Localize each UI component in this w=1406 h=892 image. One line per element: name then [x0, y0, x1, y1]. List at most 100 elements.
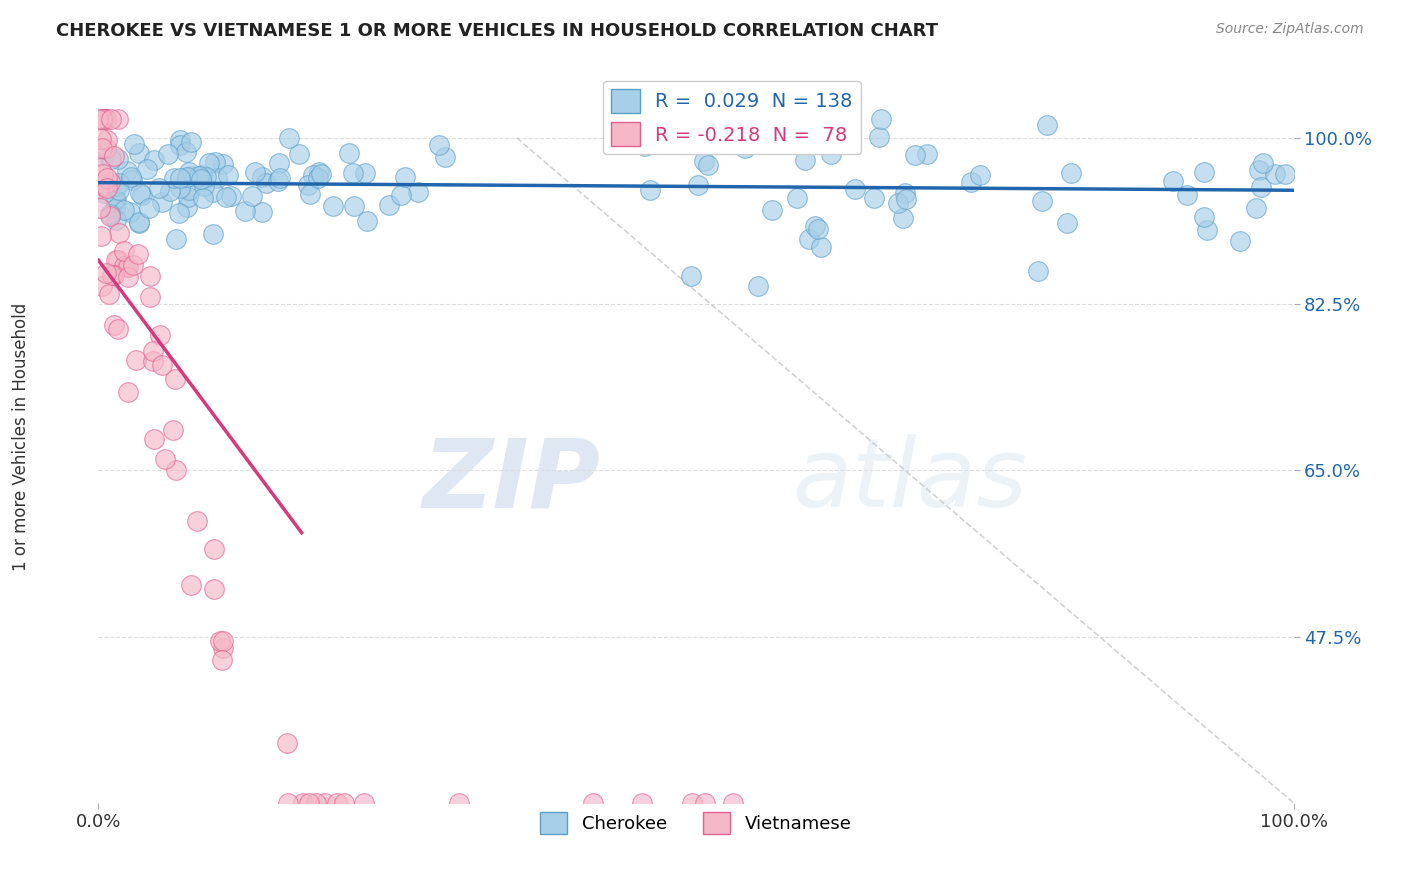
Text: Source: ZipAtlas.com: Source: ZipAtlas.com	[1216, 22, 1364, 37]
Point	[269, 156, 291, 170]
Point	[269, 171, 291, 186]
Point	[103, 149, 125, 163]
Point	[107, 153, 129, 167]
Point	[891, 211, 914, 226]
Point	[150, 194, 173, 209]
Point	[297, 178, 319, 192]
Point	[90, 112, 112, 126]
Point	[903, 147, 925, 161]
Point	[820, 147, 842, 161]
Text: atlas: atlas	[792, 434, 1026, 527]
Point	[163, 170, 186, 185]
Point	[219, 189, 242, 203]
Point	[90, 141, 112, 155]
Point	[139, 269, 162, 284]
Point	[693, 154, 716, 169]
Point	[641, 127, 664, 141]
Point	[1161, 173, 1184, 187]
Point	[212, 634, 235, 648]
Point	[1251, 155, 1274, 169]
Point	[107, 253, 129, 268]
Point	[314, 796, 336, 810]
Point	[107, 112, 129, 126]
Point	[447, 796, 470, 810]
Point	[215, 190, 238, 204]
Point	[98, 175, 121, 189]
Point	[277, 131, 299, 145]
Point	[794, 153, 817, 168]
Point	[1244, 201, 1267, 215]
Point	[322, 199, 344, 213]
Point	[342, 166, 364, 180]
Point	[180, 135, 202, 149]
Point	[165, 463, 187, 477]
Point	[135, 162, 157, 177]
Point	[91, 112, 114, 126]
Point	[343, 199, 366, 213]
Point	[803, 219, 825, 233]
Point	[91, 167, 114, 181]
Point	[582, 796, 605, 810]
Point	[652, 114, 675, 128]
Point	[96, 112, 118, 126]
Point	[169, 133, 191, 147]
Point	[305, 796, 328, 810]
Point	[696, 157, 718, 171]
Point	[211, 641, 233, 656]
Point	[96, 133, 118, 147]
Point	[169, 170, 191, 185]
Point	[169, 137, 191, 152]
Point	[117, 385, 139, 400]
Point	[291, 796, 314, 810]
Point	[807, 222, 830, 236]
Point	[240, 188, 263, 202]
Point	[117, 260, 139, 274]
Point	[149, 327, 172, 342]
Point	[191, 191, 214, 205]
Point	[163, 372, 186, 386]
Point	[202, 227, 225, 241]
Point	[1194, 211, 1216, 225]
Point	[128, 215, 150, 229]
Point	[204, 582, 226, 596]
Point	[96, 181, 118, 195]
Point	[243, 164, 266, 178]
Point	[337, 145, 360, 160]
Point	[915, 147, 938, 161]
Point	[165, 232, 187, 246]
Point	[159, 185, 181, 199]
Point	[93, 186, 115, 201]
Point	[191, 168, 214, 182]
Point	[103, 318, 125, 333]
Point	[177, 164, 200, 178]
Point	[217, 168, 239, 182]
Point	[969, 169, 991, 183]
Point	[207, 171, 229, 186]
Point	[94, 141, 117, 155]
Point	[267, 174, 290, 188]
Point	[1247, 162, 1270, 177]
Point	[188, 169, 211, 183]
Point	[117, 270, 139, 285]
Point	[93, 112, 115, 126]
Point	[406, 185, 429, 199]
Point	[394, 169, 416, 184]
Point	[211, 653, 233, 667]
Point	[634, 138, 657, 153]
Point	[91, 112, 114, 126]
Point	[194, 169, 217, 184]
Point	[686, 178, 709, 192]
Point	[353, 796, 375, 810]
Point	[786, 191, 808, 205]
Point	[104, 193, 127, 207]
Point	[1056, 216, 1078, 230]
Point	[96, 170, 118, 185]
Point	[202, 542, 225, 557]
Point	[177, 190, 200, 204]
Point	[201, 186, 224, 200]
Point	[288, 146, 311, 161]
Point	[87, 181, 110, 195]
Point	[190, 172, 212, 186]
Point	[117, 260, 139, 274]
Point	[90, 229, 112, 244]
